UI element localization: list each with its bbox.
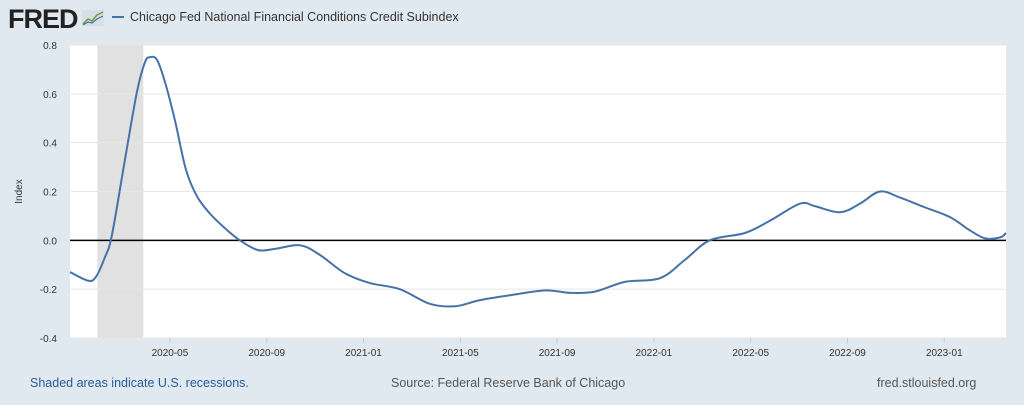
y-tick-label: 0.2 [43,188,57,199]
x-tick-label: 2021-09 [539,348,576,359]
y-tick-label: 0.8 [43,41,57,52]
x-tick-label: 2023-01 [926,348,963,359]
x-tick-label: 2020-09 [248,348,285,359]
line-chart: -0.4 -0.2 0.0 0.2 0.4 0.6 0.8 2020-05 2020-09 202… [14,41,1007,359]
x-tick-label: 2021-05 [442,348,479,359]
y-tick-label: -0.4 [40,334,58,345]
recession-note-link[interactable]: Shaded areas indicate U.S. recessions. [30,376,249,390]
y-tick-label: -0.2 [40,285,58,296]
x-tick-label: 2021-01 [345,348,382,359]
fred-logo[interactable]: FRED [8,4,78,34]
x-tick-label: 2020-05 [152,348,189,359]
y-tick-label: 0.6 [43,90,57,101]
x-tick-label: 2022-01 [636,348,673,359]
y-tick-label: 0.4 [43,139,57,150]
fred-chart-icon [82,10,104,26]
site-link[interactable]: fred.stlouisfed.org [877,376,977,390]
legend-item[interactable]: Chicago Fed National Financial Condition… [112,10,459,24]
x-tick-label: 2022-09 [829,348,866,359]
x-tick-label: 2022-05 [732,348,769,359]
legend-swatch [112,16,124,18]
series-line [69,55,1007,308]
source-text: Source: Federal Reserve Bank of Chicago [391,376,626,390]
y-tick-label: 0.0 [43,236,57,247]
y-axis-label: Index [14,179,25,203]
legend-label: Chicago Fed National Financial Condition… [130,10,459,24]
